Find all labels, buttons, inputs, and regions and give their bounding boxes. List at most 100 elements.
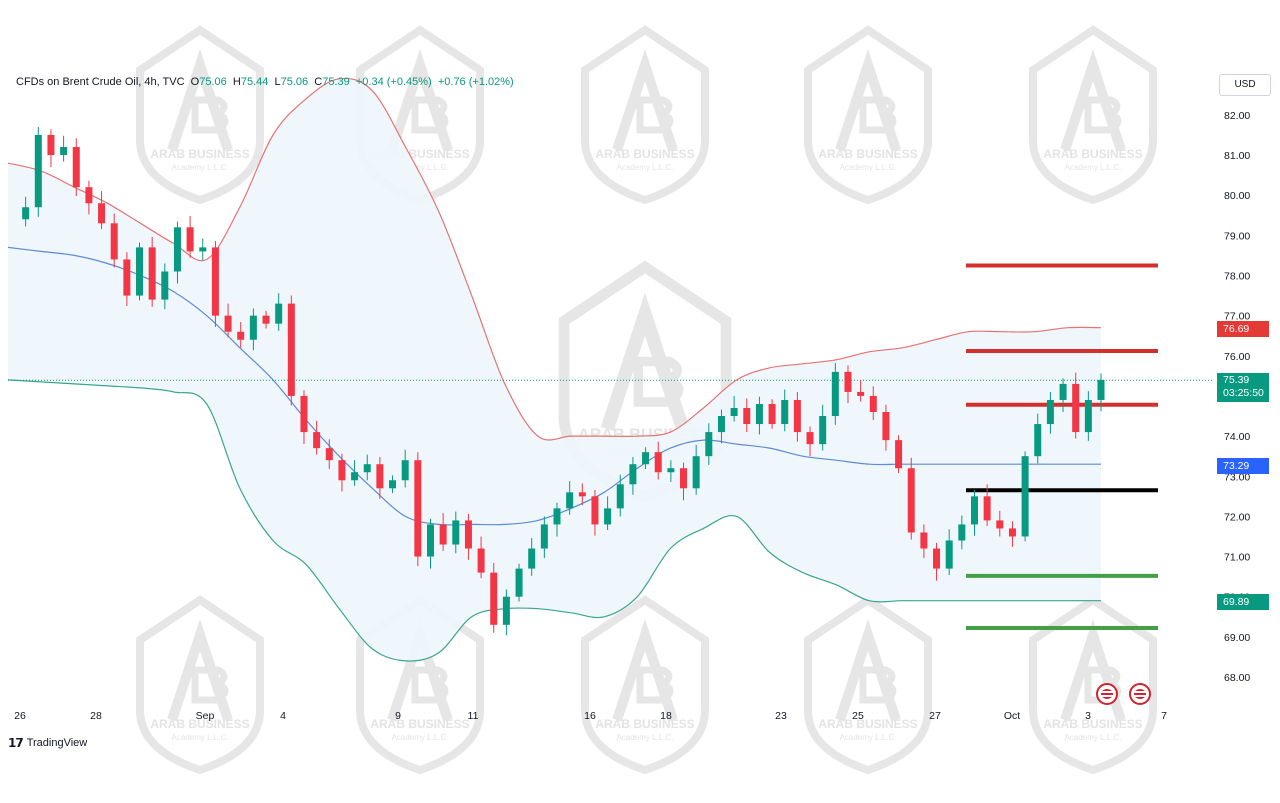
watermark-shield-1-2-outline [581,595,709,775]
y-tick-label-8: 76.00 [1224,351,1250,363]
us-flag-event-icon[interactable] [1096,683,1118,705]
watermark-shield-0-3-subtext: Academy L.L.C. [840,163,897,172]
candle-body-57 [730,407,738,417]
watermark-shield-0-0-text: ARAB BUSINESS [150,147,249,161]
watermark-shield-1-4-subtext: Academy L.L.C. [1065,733,1122,742]
watermark-shield-1-4-letter-a [1060,619,1126,722]
last-price-tag: 75.39 03:25:50 [1217,373,1269,402]
candle-body-36 [464,520,472,549]
watermark-shield-0-3: ARAB BUSINESS Academy L.L.C. [804,25,932,205]
candle-body-50 [642,452,650,465]
watermark-shield-1-1-text: ARAB BUSINESS [370,717,469,731]
y-tick-label-14: 82.00 [1224,110,1250,122]
candle-body-9 [123,259,131,296]
us-flag-event-icon-2[interactable] [1129,683,1151,705]
y-tick-label-11: 79.00 [1224,230,1250,242]
watermark-shield-1-2-text: ARAB BUSINESS [595,717,694,731]
tradingview-icon: 𝟭𝟳 [8,736,24,750]
watermark-shield-0-2-outline [581,25,709,205]
watermark-shield-1-2: ARAB BUSINESS Academy L.L.C. [581,595,709,775]
upper-band-line [7,77,1102,441]
watermark-shield-0-0-letter-b [191,96,229,134]
candle-body-82 [1046,399,1054,425]
candle-body-15 [199,247,207,252]
candle-body-86 [1097,379,1105,400]
tradingview-label: TradingView [26,737,88,749]
candle-body-54 [692,456,700,489]
watermark-shield-0-3-letter-b [859,96,897,134]
upper-band-price-tag: 76.69 [1217,321,1269,337]
candle-body-5 [72,147,80,188]
watermark-shield-0-2-text: ARAB BUSINESS [595,147,694,161]
candle-body-39 [502,596,510,625]
x-tick-label-6: 16 [584,710,596,722]
watermark-shield-0-4-text: ARAB BUSINESS [1043,147,1142,161]
candle-body-65 [831,371,839,417]
candle-body-23 [300,395,308,433]
candle-body-40 [515,568,523,597]
watermark-shield-1-0-subtext: Academy L.L.C. [172,733,229,742]
watermark-shield-0-3-text: ARAB BUSINESS [818,147,917,161]
watermark-shield-0-3-outline [804,25,932,205]
currency-selector[interactable]: USD [1219,74,1271,96]
candle-body-58 [743,407,751,425]
x-tick-label-2: Sep [196,710,215,722]
high-label: H [232,76,241,88]
candle-body-62 [793,399,801,433]
candle-body-80 [1021,456,1029,537]
watermark-shield-0-0-letter-a [167,49,233,152]
candle-body-43 [553,508,561,525]
candle-body-85 [1084,399,1092,433]
candle-body-44 [566,492,574,509]
lower-band-price-tag: 69.89 [1217,594,1269,610]
candle-body-18 [237,331,245,340]
candle-body-61 [781,399,789,425]
candle-body-33 [426,524,434,557]
y-tick-label-13: 81.00 [1224,150,1250,162]
watermark-shield-0-1-subtext: Academy L.L.C. [392,163,449,172]
candle-body-28 [363,464,371,473]
candle-body-22 [287,303,295,396]
open-value: 75.06 [199,76,227,88]
watermark-shield-1-1-subtext: Academy L.L.C. [392,733,449,742]
middle-band-price-tag: 73.29 [1217,458,1269,474]
candle-body-20 [262,315,270,324]
y-tick-label-1: 69.00 [1224,632,1250,644]
candle-body-47 [604,508,612,525]
candle-body-35 [452,520,460,545]
watermark-shield-0-2-subtext: Academy L.L.C. [617,163,674,172]
watermark-shield-center-letter-a [600,292,690,432]
tradingview-logo[interactable]: 𝟭𝟳 TradingView [8,736,87,750]
watermark-shield-0-3-letter-a [835,49,901,152]
candle-body-64 [819,416,827,445]
y-tick-label-10: 78.00 [1224,271,1250,283]
candle-body-72 [920,532,928,549]
watermark-shield-1-3-outline [804,595,932,775]
candle-body-25 [325,448,333,461]
watermark-shield-1-4-outline [1029,595,1157,775]
time-axis[interactable]: 26 28 Sep 4 9 11 16 18 23 25 27 Oct 3 7 [14,710,1167,722]
candle-body-24 [313,432,321,449]
last-price-value: 75.39 [1223,374,1250,386]
candle-body-81 [1034,424,1042,457]
candle-body-13 [173,227,181,272]
horizontal-levels[interactable] [966,263,1158,631]
watermark-shield-0-0: ARAB BUSINESS Academy L.L.C. [136,25,264,205]
high-value: 75.44 [240,76,269,88]
watermark-shield-1-4-text: ARAB BUSINESS [1043,717,1142,731]
legend-header: CFDs on Brent Crude Oil, 4h, TVC O75.06 … [16,76,514,88]
candle-body-69 [882,412,890,441]
watermark-shield-1-2-letter-b [636,666,674,704]
y-tick-label-5: 73.00 [1224,471,1250,483]
watermark-shield-0-2-letter-a [612,49,678,152]
candle-body-78 [996,520,1004,529]
watermark-shield-0-4-outline [1029,25,1157,205]
candle-body-77 [983,496,991,521]
candle-body-21 [275,303,283,324]
candle-body-66 [844,371,852,392]
candle-body-4 [60,147,68,156]
watermark-shield-1-0-text: ARAB BUSINESS [150,717,249,731]
x-tick-label-8: 23 [775,710,787,722]
candle-body-74 [945,540,953,569]
